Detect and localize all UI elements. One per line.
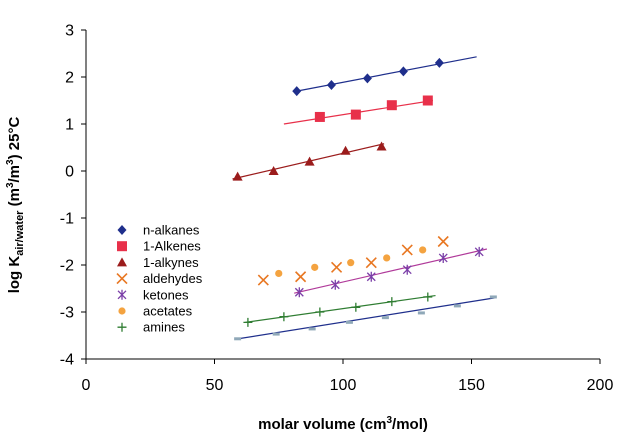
x-tick-label: 100 [330, 377, 357, 394]
legend-marker-1-alkynes [117, 257, 127, 267]
data-point-acetates [419, 246, 427, 254]
data-point-unlabeled [308, 327, 316, 331]
data-point-ketones [366, 271, 376, 282]
data-point-ketones [294, 287, 304, 298]
data-point-n-alkanes [362, 73, 372, 84]
data-point-amines [387, 297, 397, 307]
x-tick-label: 150 [458, 377, 485, 394]
data-point-n-alkanes [398, 66, 408, 77]
y-tick-label: 0 [65, 164, 74, 181]
data-point-unlabeled [489, 295, 497, 299]
series-acetates [275, 246, 427, 278]
x-axis-title: molar volume (cm3/mol) [258, 415, 428, 433]
x-tick-label: 0 [82, 377, 91, 394]
data-point-amines [315, 307, 325, 317]
y-tick-label: 3 [65, 23, 74, 40]
series-1-alkenes [283, 95, 434, 125]
y-tick-label: 2 [65, 70, 74, 87]
data-point-1-alkynes [304, 156, 315, 166]
data-point-ketones [402, 264, 412, 275]
legend-label-amines: amines [143, 320, 185, 335]
data-point-amines [243, 317, 253, 327]
data-point-aldehydes [365, 257, 377, 269]
data-point-aldehydes [401, 244, 413, 256]
trendline-amines [245, 294, 436, 323]
data-point-1-alkynes [268, 166, 279, 175]
data-point-n-alkanes [326, 79, 336, 90]
series-unlabeled [234, 295, 497, 341]
series-n-alkanes [292, 56, 477, 97]
x-tick-label: 200 [587, 377, 614, 394]
data-point-acetates [275, 269, 283, 278]
trendline-ketones [294, 248, 488, 294]
data-point-acetates [311, 263, 319, 271]
legend-marker-aldehydes [116, 273, 128, 285]
series-1-alkynes [232, 141, 387, 181]
legend-label-n-alkanes: n-alkanes [143, 223, 200, 238]
data-point-ketones [474, 246, 484, 257]
legend-label-acetates: acetates [143, 304, 193, 319]
data-point-aldehydes [257, 274, 269, 286]
legend-marker-amines [117, 322, 127, 332]
data-point-aldehydes [437, 235, 449, 248]
data-point-1-alkynes [376, 141, 387, 151]
data-point-1-alkenes [422, 95, 433, 106]
series-aldehydes [257, 235, 449, 286]
data-point-aldehydes [295, 271, 307, 283]
data-point-amines [279, 312, 289, 322]
y-axis-ticks: -4 -3 -2 -1 0 1 2 3 [60, 23, 86, 369]
data-point-unlabeled [381, 316, 389, 320]
legend: n-alkanes1-Alkenes1-alkynesaldehydesketo… [116, 223, 203, 335]
data-point-unlabeled [417, 311, 425, 315]
data-point-n-alkanes [292, 86, 302, 97]
data-point-ketones [330, 279, 340, 290]
y-axis-title: log Kair/water (m3/m3) 25°C [5, 117, 26, 294]
data-point-acetates [347, 259, 355, 267]
trendline-unlabeled [234, 297, 495, 340]
data-point-1-alkenes [350, 109, 361, 120]
data-point-unlabeled [234, 337, 242, 341]
legend-label-1-alkenes: 1-Alkenes [143, 239, 201, 254]
data-point-aldehydes [331, 261, 343, 273]
legend-label-ketones: ketones [143, 287, 189, 302]
y-tick-label: -2 [60, 258, 74, 275]
trendline-n-alkanes [296, 56, 477, 92]
x-tick-label: 50 [206, 377, 224, 394]
legend-label-1-alkynes: 1-alkynes [143, 255, 199, 270]
legend-marker-n-alkanes [117, 225, 127, 235]
data-point-amines [423, 292, 433, 302]
y-tick-label: -4 [60, 352, 74, 369]
data-point-1-alkynes [232, 171, 243, 181]
y-tick-label: 1 [65, 117, 74, 134]
legend-marker-acetates [118, 307, 126, 315]
y-tick-label: -1 [60, 211, 74, 228]
data-point-1-alkenes [314, 111, 325, 122]
legend-marker-ketones [117, 289, 127, 300]
legend-label-aldehydes: aldehydes [143, 271, 203, 286]
data-point-n-alkanes [434, 57, 444, 68]
x-axis-ticks: 0 50 100 150 200 [82, 359, 614, 394]
plot-area [232, 56, 497, 341]
data-point-1-alkynes [340, 145, 351, 155]
data-point-amines [351, 302, 361, 312]
data-point-1-alkenes [386, 100, 397, 111]
data-point-unlabeled [272, 332, 280, 336]
legend-marker-1-alkenes [117, 241, 127, 252]
data-point-unlabeled [345, 320, 353, 324]
data-point-acetates [383, 254, 391, 262]
series-ketones [294, 246, 488, 298]
data-point-unlabeled [453, 304, 461, 308]
data-point-ketones [438, 252, 448, 263]
y-tick-label: -3 [60, 305, 74, 322]
series-amines [243, 292, 436, 327]
